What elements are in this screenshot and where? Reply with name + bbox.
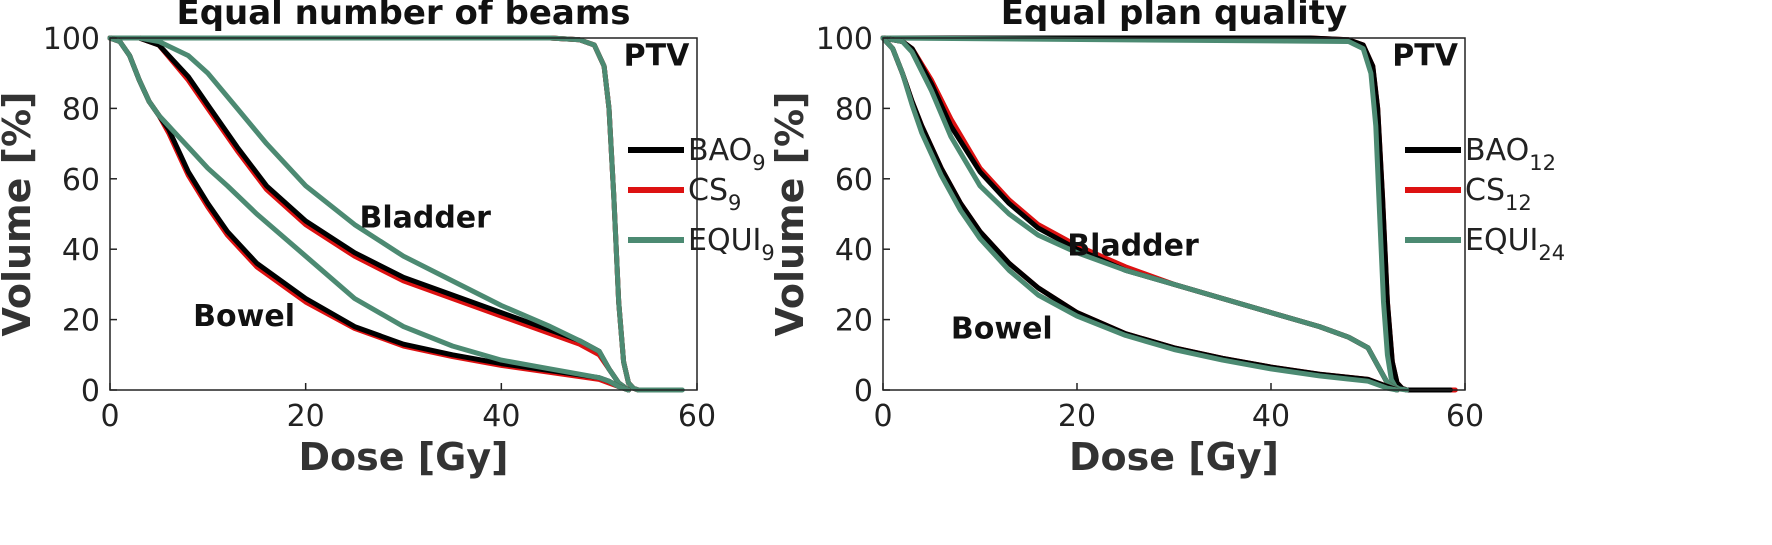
legend-subscript: 9 (752, 151, 765, 175)
y-tick-label: 40 (62, 233, 100, 268)
y-tick-label: 80 (835, 92, 873, 127)
legend-base-text: BAO (1465, 133, 1529, 168)
y-tick-label: 100 (43, 22, 100, 57)
plot-area-frame (109, 37, 698, 391)
series-line-bowel-equi9 (107, 35, 631, 393)
x-tick-label: 20 (1058, 399, 1096, 434)
legend-subscript: 24 (1538, 241, 1565, 265)
legend-base-text: EQUI (1465, 223, 1538, 258)
legend-entry-bao: BAO12 (1465, 133, 1556, 175)
annotation-bladder: Bladder (359, 201, 491, 236)
series-line-bladder-equi9 (107, 35, 631, 393)
y-tick-label: 20 (62, 304, 100, 339)
annotation-ptv: PTV (1392, 39, 1458, 74)
annotation-bladder: Bladder (1067, 229, 1199, 264)
x-axis-label: Dose [Gy] (299, 435, 509, 479)
series-line-bladder-equi24 (880, 35, 1400, 393)
y-tick-label: 0 (81, 374, 100, 409)
x-tick-label: 0 (100, 399, 119, 434)
legend-subscript: 12 (1529, 151, 1556, 175)
annotation-ptv: PTV (624, 39, 690, 74)
chart-title: Equal plan quality (1001, 0, 1347, 33)
y-axis-label: Volume [%] (768, 92, 812, 337)
plot-area-frame (882, 37, 1466, 391)
y-tick-label: 80 (62, 92, 100, 127)
y-axis-label: Volume [%] (0, 92, 39, 337)
chart-title: Equal number of beams (176, 0, 630, 33)
y-tick-label: 20 (835, 304, 873, 339)
chart-panel-1: Equal number of beams 0 20 40 60 0 20 40 60 80 100… (0, 0, 775, 479)
series-line-bowel-equi24 (880, 35, 1400, 393)
legend-entry-bao: BAO9 (688, 133, 766, 175)
y-tick-label: 60 (835, 163, 873, 198)
annotation-bowel: Bowel (193, 299, 295, 334)
legend-subscript: 9 (761, 241, 774, 265)
legend-entry-equi: EQUI24 (1465, 223, 1565, 265)
y-tick-label: 60 (62, 163, 100, 198)
x-tick-label: 40 (1252, 399, 1290, 434)
chart-panel-2: Equal plan quality 0 20 40 60 0 20 40 60 80 100 Dos… (768, 0, 1565, 479)
legend-entry-cs: CS9 (688, 173, 741, 215)
x-tick-label: 60 (1446, 399, 1484, 434)
legend-entry-cs: CS12 (1465, 173, 1532, 215)
x-tick-label: 60 (678, 399, 716, 434)
y-tick-label: 40 (835, 233, 873, 268)
annotation-bowel: Bowel (951, 311, 1053, 346)
legend-entry-equi: EQUI9 (688, 223, 775, 265)
x-tick-label: 0 (873, 399, 892, 434)
legend-base-text: BAO (688, 133, 752, 168)
y-tick-label: 100 (816, 22, 873, 57)
x-tick-label: 20 (287, 399, 325, 434)
legend-base-text: EQUI (688, 223, 761, 258)
legend-base-text: CS (1465, 173, 1505, 208)
x-tick-label: 40 (482, 399, 520, 434)
y-tick-label: 0 (854, 374, 873, 409)
series-line-ptv-equi9 (107, 35, 685, 393)
legend-base-text: CS (688, 173, 728, 208)
x-axis-label: Dose [Gy] (1069, 435, 1279, 479)
legend-subscript: 12 (1505, 191, 1532, 215)
legend-subscript: 9 (728, 191, 741, 215)
